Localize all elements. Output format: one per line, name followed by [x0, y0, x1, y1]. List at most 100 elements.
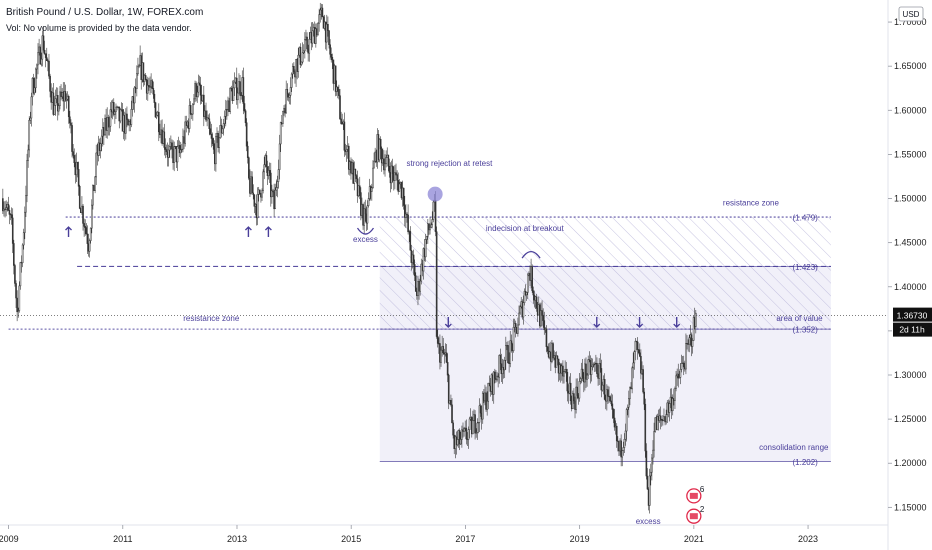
candle-body: [302, 50, 305, 53]
candle-body: [289, 87, 292, 96]
candle-body: [14, 265, 16, 284]
level-label: (1.423): [793, 263, 819, 272]
candle-body: [94, 176, 96, 191]
candle-body: [586, 374, 588, 380]
candle-body: [573, 393, 575, 402]
candle-body: [517, 324, 519, 334]
candle-body: [152, 88, 155, 95]
arc-marker: [521, 250, 541, 259]
candle-body: [82, 205, 84, 224]
candle-body: [475, 432, 477, 434]
x-tick-label: 2009: [0, 534, 19, 544]
candle-body: [277, 169, 280, 182]
y-tick-label: 1.50000: [894, 194, 927, 204]
candle-body: [45, 57, 48, 62]
candle-body: [632, 362, 635, 369]
volume-note: Vol: No volume is provided by the data v…: [6, 23, 192, 33]
candle-body: [91, 204, 93, 229]
candle-body: [445, 352, 448, 363]
candle-body: [330, 54, 333, 58]
candle-body: [54, 98, 57, 106]
candle-body: [487, 382, 490, 402]
candle-body: [130, 109, 133, 125]
y-tick-label: 1.15000: [894, 502, 927, 512]
candle-body: [308, 38, 311, 54]
candle-body: [425, 236, 428, 240]
candle-body: [413, 264, 416, 276]
arrow-down-icon: [593, 317, 601, 329]
candle-body: [245, 122, 248, 147]
candle-body: [512, 327, 515, 352]
candle-body: [601, 384, 604, 391]
candle-body: [613, 417, 616, 428]
candle-body: [85, 227, 88, 235]
candle-body: [620, 440, 622, 458]
candle-body: [486, 400, 488, 410]
candle-body: [345, 149, 348, 152]
candle-body: [578, 381, 581, 399]
candle-body: [285, 89, 287, 114]
candle-body: [639, 352, 641, 357]
candle-body: [229, 87, 231, 112]
candle-body: [581, 368, 584, 378]
candle-body: [691, 340, 694, 347]
candle-body: [26, 160, 28, 196]
candle-body: [668, 403, 671, 413]
candle-body: [599, 363, 602, 369]
candle-body: [531, 266, 533, 291]
arrow-up-icon: [65, 226, 73, 238]
candle-body: [199, 84, 202, 96]
y-tick-label: 1.60000: [894, 105, 927, 115]
chart-markers: 62: [65, 186, 705, 524]
candle-body: [142, 62, 145, 83]
candle-body: [674, 388, 676, 401]
candle-body: [552, 343, 554, 359]
candle-body: [193, 98, 195, 105]
candle-body: [248, 157, 250, 179]
chart-zones: [379, 217, 831, 462]
candle-body: [679, 369, 682, 378]
event-badge[interactable]: 6: [686, 485, 705, 504]
candle-body: [188, 105, 191, 129]
candle-body: [446, 362, 449, 376]
candle-body: [474, 414, 476, 434]
event-count: 6: [700, 485, 705, 494]
candle-body: [256, 194, 259, 219]
candle-body: [171, 142, 173, 150]
candle-body: [321, 7, 324, 18]
candle-body: [626, 406, 629, 410]
candle-body: [147, 85, 149, 94]
x-tick-label: 2023: [798, 534, 818, 544]
candle-body: [138, 65, 140, 68]
currency-button[interactable]: USD: [898, 6, 924, 22]
candle-body: [372, 167, 374, 188]
candle-body: [659, 415, 662, 420]
candle-body: [341, 123, 343, 125]
candle-body: [340, 118, 342, 124]
candle-body: [279, 122, 282, 145]
candle-body: [251, 176, 253, 194]
candle-body: [76, 161, 79, 170]
candle-body: [205, 110, 207, 121]
candle-body: [331, 57, 334, 61]
candle-body: [519, 306, 521, 314]
candle-body: [338, 89, 340, 96]
candle-body: [311, 30, 314, 44]
candle-body: [173, 146, 175, 163]
chart-annotations: strong rejection at retest resistance zon…: [183, 159, 829, 526]
candle-body: [523, 290, 526, 303]
candle-body: [293, 66, 295, 73]
candle-body: [28, 119, 31, 151]
candle-body: [17, 310, 20, 313]
candle-body: [3, 208, 5, 212]
arrow-up-icon: [244, 226, 252, 238]
candle-series: [2, 2, 697, 514]
candle-body: [78, 186, 81, 209]
event-badge[interactable]: 2: [686, 505, 705, 524]
candle-body: [65, 98, 68, 101]
x-tick-label: 2011: [113, 534, 132, 544]
candle-body: [412, 254, 415, 265]
candle-body: [407, 214, 409, 233]
candle-body: [114, 111, 116, 115]
